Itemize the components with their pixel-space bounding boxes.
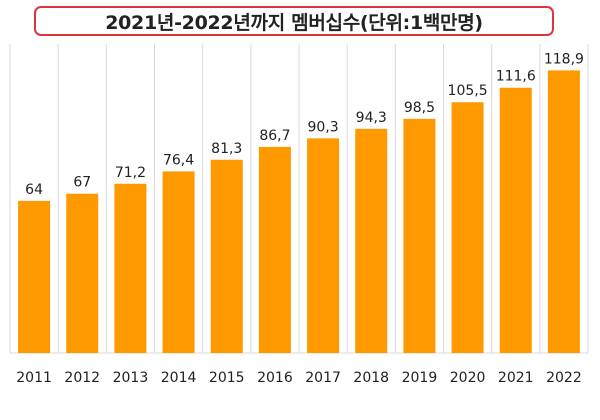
data-label-2014: 76,4 (163, 152, 194, 168)
bar-2015 (210, 159, 243, 353)
x-tick-labels-layer: 2011 2012 2013 2014 2015 2016 2017 2018 2019 2020… (16, 370, 581, 386)
bar-2014 (162, 171, 195, 353)
x-tick-label-2016: 2016 (257, 370, 293, 386)
bars-layer (18, 70, 580, 353)
data-label-2011: 64 (25, 182, 43, 198)
data-label-2021: 111,6 (496, 69, 536, 85)
bar-2016 (258, 146, 291, 353)
data-label-2020: 105,5 (448, 83, 488, 99)
data-label-2018: 94,3 (356, 110, 387, 126)
chart-title-box: 2021년-2022년까지 멤버십수(단위:1백만명) (34, 6, 554, 36)
data-label-2013: 71,2 (115, 165, 146, 181)
bar-2022 (547, 70, 580, 353)
grid-layer (9, 44, 589, 354)
x-tick-label-2015: 2015 (209, 370, 245, 386)
bar-2012 (66, 193, 99, 353)
bar-2018 (355, 128, 388, 353)
data-label-2017: 90,3 (307, 119, 338, 135)
bar-2020 (451, 102, 484, 353)
data-labels-layer: 64 67 71,2 76,4 81,3 86,7 90,3 94,3 98,5 105,5 111… (25, 51, 584, 197)
x-tick-label-2014: 2014 (161, 370, 197, 386)
x-tick-label-2017: 2017 (305, 370, 341, 386)
x-tick-label-2012: 2012 (64, 370, 100, 386)
data-label-2016: 86,7 (259, 128, 290, 144)
bar-2017 (307, 138, 340, 353)
data-label-2015: 81,3 (211, 141, 242, 157)
data-label-2019: 98,5 (404, 100, 435, 116)
data-label-2012: 67 (73, 175, 91, 191)
x-tick-label-2018: 2018 (353, 370, 389, 386)
bar-2019 (403, 118, 436, 353)
x-tick-label-2013: 2013 (113, 370, 149, 386)
x-tick-label-2011: 2011 (16, 370, 52, 386)
chart-title: 2021년-2022년까지 멤버십수(단위:1백만명) (105, 11, 483, 34)
x-tick-label-2022: 2022 (546, 370, 582, 386)
x-tick-label-2019: 2019 (402, 370, 438, 386)
x-tick-label-2020: 2020 (450, 370, 486, 386)
bar-2011 (18, 200, 51, 353)
x-tick-label-2021: 2021 (498, 370, 534, 386)
bar-2013 (114, 183, 147, 353)
data-label-2022: 118,9 (544, 51, 584, 67)
bar-2021 (499, 87, 532, 353)
